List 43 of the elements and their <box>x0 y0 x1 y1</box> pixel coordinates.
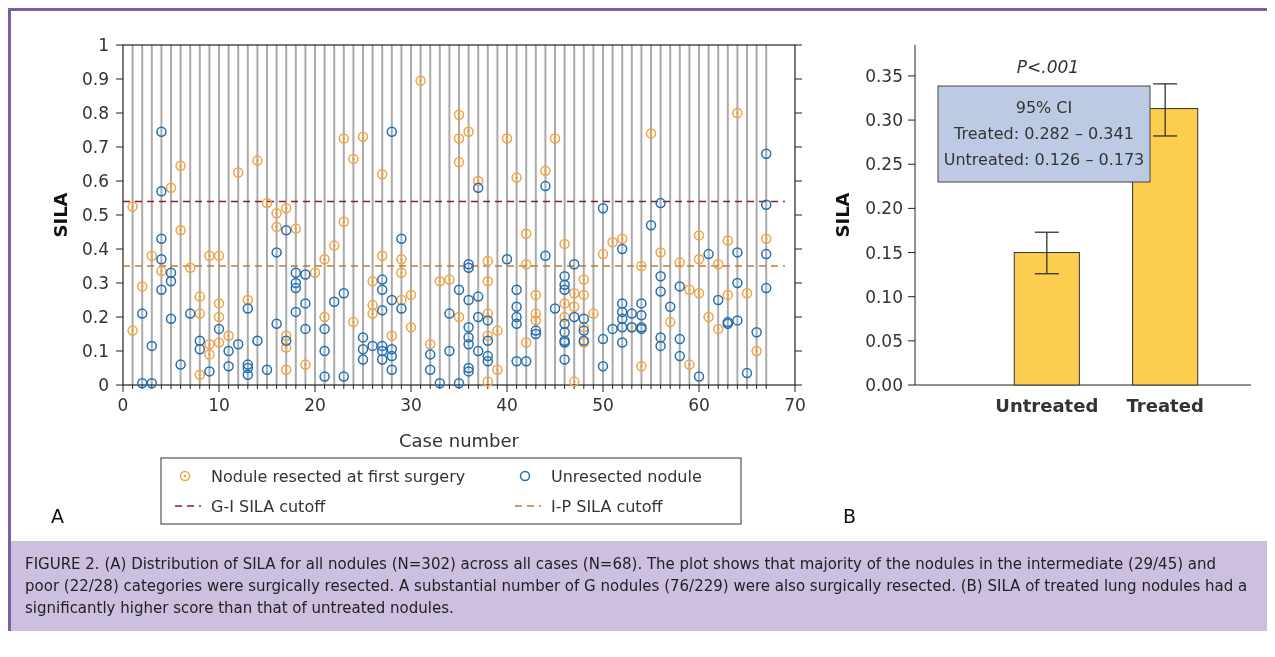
y-tick-label: 0.8 <box>81 103 109 123</box>
x-tick-label: 20 <box>304 395 326 415</box>
x-axis-title: Case number <box>398 430 520 451</box>
annotation: Untreated: 0.126 – 0.173 <box>943 150 1145 169</box>
x-tick-label: 40 <box>496 395 518 415</box>
legend-label: Unresected nodule <box>551 467 702 486</box>
x-tick-label: 30 <box>400 395 422 415</box>
y-tick-label: 0.30 <box>865 110 903 131</box>
legend-label: I-P SILA cutoff <box>551 497 664 516</box>
y-tick-label: 0.9 <box>81 69 109 89</box>
x-tick-label: 70 <box>784 395 806 415</box>
x-tick-label: Untreated <box>995 395 1099 416</box>
legend-label: Nodule resected at first surgery <box>211 467 466 486</box>
text: A <box>51 505 64 527</box>
caption: FIGURE 2. (A) Distribution of SILA for all nodules (N=302) across all cases (N=68). The plot shows that majority of the nodules in the intermediate (29/45) and poor (22/28) categories were surgically resected. A substantial number of G nodules (76/229) were also surgically resected. (B) SILA of treated lung nodules had a significantly higher score than that of untreated nodules. <box>11 541 1267 631</box>
y-tick-label: 0 <box>98 375 109 395</box>
x-tick-label: 60 <box>688 395 710 415</box>
legend-label: G-I SILA cutoff <box>211 497 327 516</box>
annotation: P<.001 <box>1016 57 1080 77</box>
y-tick-label: 0.10 <box>865 286 903 307</box>
y-tick-label: 0.4 <box>81 239 109 259</box>
y-tick-label: 0.2 <box>81 307 109 327</box>
y-tick-label: 0.3 <box>81 273 109 293</box>
y-tick-label: 0.00 <box>865 375 903 395</box>
x-tick-label: 10 <box>208 395 230 415</box>
x-tick-label: Treated <box>1126 395 1204 416</box>
y-tick-label: 0.1 <box>81 341 109 361</box>
y-tick-label: 1 <box>98 35 109 55</box>
x-tick-label: 50 <box>592 395 614 415</box>
y-tick-label: 0.6 <box>81 171 109 191</box>
y-tick-label: 0.5 <box>81 205 109 225</box>
y-tick-label: 0.25 <box>865 154 903 175</box>
annotation: Treated: 0.282 – 0.341 <box>953 124 1134 143</box>
y-axis-title: SILA <box>50 192 71 238</box>
y-tick-label: 0.05 <box>865 330 903 351</box>
x-tick-label: 0 <box>117 395 129 415</box>
y-tick-label: 0.7 <box>81 137 109 157</box>
y-tick-label: 0.20 <box>865 198 903 219</box>
y-axis-title: SILA <box>832 192 853 238</box>
annotation: 95% CI <box>1015 98 1073 117</box>
text: B <box>843 505 857 527</box>
y-tick-label: 0.35 <box>865 65 903 86</box>
y-tick-label: 0.15 <box>865 242 903 263</box>
